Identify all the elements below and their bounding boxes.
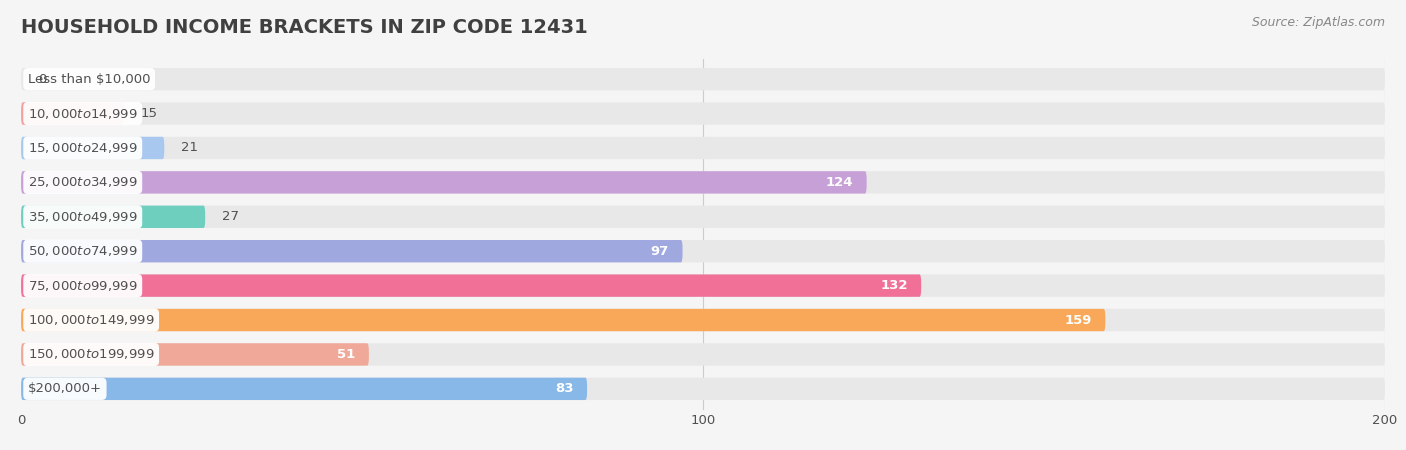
FancyBboxPatch shape xyxy=(21,343,368,365)
FancyBboxPatch shape xyxy=(21,378,588,400)
FancyBboxPatch shape xyxy=(21,206,205,228)
Text: 124: 124 xyxy=(825,176,853,189)
Text: Less than $10,000: Less than $10,000 xyxy=(28,72,150,86)
Text: $25,000 to $34,999: $25,000 to $34,999 xyxy=(28,176,138,189)
FancyBboxPatch shape xyxy=(21,171,1385,194)
FancyBboxPatch shape xyxy=(21,206,1385,228)
Text: $50,000 to $74,999: $50,000 to $74,999 xyxy=(28,244,138,258)
FancyBboxPatch shape xyxy=(21,274,921,297)
FancyBboxPatch shape xyxy=(21,137,165,159)
Text: 51: 51 xyxy=(337,348,356,361)
FancyBboxPatch shape xyxy=(21,171,866,194)
FancyBboxPatch shape xyxy=(21,274,1385,297)
Text: $150,000 to $199,999: $150,000 to $199,999 xyxy=(28,347,155,361)
FancyBboxPatch shape xyxy=(21,343,1385,365)
Text: $75,000 to $99,999: $75,000 to $99,999 xyxy=(28,279,138,292)
Text: $10,000 to $14,999: $10,000 to $14,999 xyxy=(28,107,138,121)
Text: $35,000 to $49,999: $35,000 to $49,999 xyxy=(28,210,138,224)
Text: 27: 27 xyxy=(222,210,239,223)
FancyBboxPatch shape xyxy=(21,240,682,262)
Text: 83: 83 xyxy=(555,382,574,396)
Text: 21: 21 xyxy=(181,141,198,154)
Text: $200,000+: $200,000+ xyxy=(28,382,101,396)
FancyBboxPatch shape xyxy=(21,378,1385,400)
Text: HOUSEHOLD INCOME BRACKETS IN ZIP CODE 12431: HOUSEHOLD INCOME BRACKETS IN ZIP CODE 12… xyxy=(21,18,588,37)
FancyBboxPatch shape xyxy=(21,240,1385,262)
Text: 0: 0 xyxy=(38,72,46,86)
FancyBboxPatch shape xyxy=(21,103,1385,125)
Text: 97: 97 xyxy=(651,245,669,258)
Text: 159: 159 xyxy=(1064,314,1091,327)
Text: $15,000 to $24,999: $15,000 to $24,999 xyxy=(28,141,138,155)
Text: 15: 15 xyxy=(141,107,157,120)
FancyBboxPatch shape xyxy=(21,68,1385,90)
FancyBboxPatch shape xyxy=(21,309,1105,331)
FancyBboxPatch shape xyxy=(21,309,1385,331)
Text: 132: 132 xyxy=(880,279,908,292)
FancyBboxPatch shape xyxy=(21,103,124,125)
FancyBboxPatch shape xyxy=(21,137,1385,159)
Text: $100,000 to $149,999: $100,000 to $149,999 xyxy=(28,313,155,327)
Text: Source: ZipAtlas.com: Source: ZipAtlas.com xyxy=(1251,16,1385,29)
